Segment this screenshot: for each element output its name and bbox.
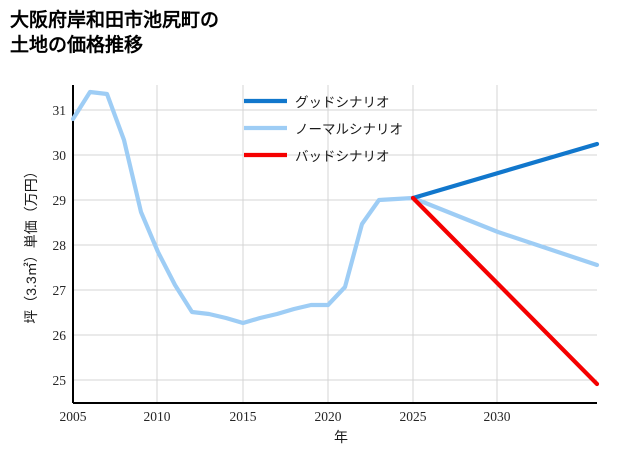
x-tick-2025: 2025 (400, 409, 427, 424)
legend-label-good: グッドシナリオ (295, 95, 390, 110)
series-line-bad (410, 195, 600, 387)
y-tick-30: 30 (53, 148, 67, 163)
y-gridlines (73, 109, 597, 381)
x-tick-2030: 2030 (484, 409, 511, 424)
y-tick-28: 28 (53, 238, 67, 253)
chart-legend: グッドシナリオ ノーマルシナリオ バッドシナリオ (244, 95, 403, 164)
y-tick-labels: 31 30 29 28 27 26 25 (53, 103, 67, 388)
series-line-normal (70, 89, 600, 326)
series-line-good (410, 141, 600, 201)
x-tick-2015: 2015 (230, 409, 257, 424)
y-tick-27: 27 (53, 283, 67, 298)
x-tick-2005: 2005 (60, 409, 87, 424)
x-tick-labels: 2005 2010 2015 2020 2025 2030 (60, 409, 511, 424)
y-tick-26: 26 (53, 328, 67, 343)
plot-spines (71, 85, 597, 405)
x-axis-title: 年 (334, 429, 348, 445)
x-tick-2010: 2010 (144, 409, 171, 424)
legend-label-bad: バッドシナリオ (295, 149, 390, 164)
y-axis-title: 坪（3.3㎡）単価（万円） (23, 164, 39, 323)
legend-label-normal: ノーマルシナリオ (295, 122, 403, 137)
y-tick-25: 25 (53, 373, 67, 388)
x-gridlines (72, 85, 498, 403)
y-tick-31: 31 (53, 103, 67, 118)
x-tick-2020: 2020 (315, 409, 342, 424)
y-tick-29: 29 (53, 193, 67, 208)
chart-title: 大阪府岸和田市池尻町の 土地の価格推移 (10, 10, 220, 57)
